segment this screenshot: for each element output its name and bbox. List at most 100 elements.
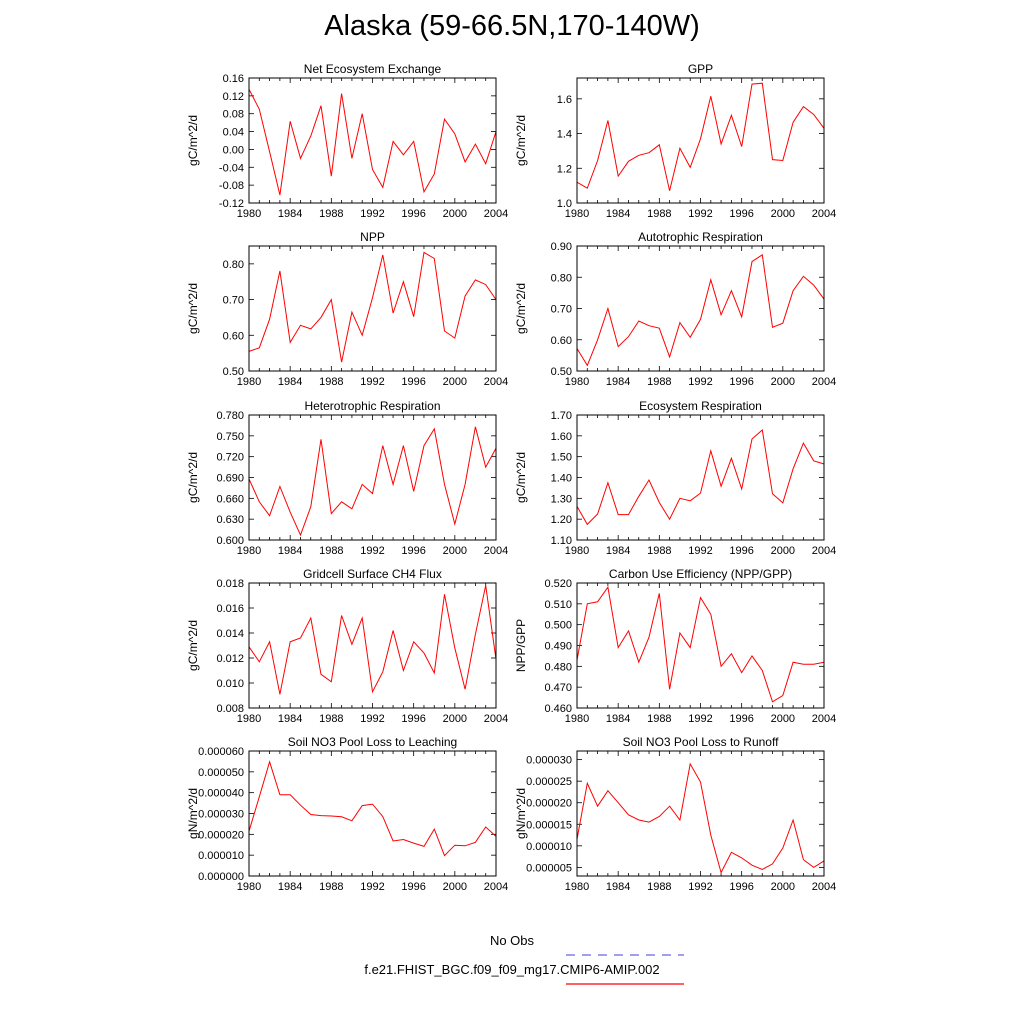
x-tick-label: 1984: [606, 881, 630, 893]
y-tick-label: 0.010: [216, 678, 244, 690]
x-tick-label: 1988: [319, 208, 343, 220]
y-tick-label: 1.0: [557, 198, 572, 210]
y-tick-label: 0.12: [223, 91, 244, 103]
y-tick-label: 0.008: [216, 703, 244, 715]
series-line: [576, 585, 825, 703]
y-tick-label: 1.70: [551, 410, 572, 422]
chart-panel: Soil NO3 Pool Loss to Runoff gN/m^2/d 1980…: [514, 735, 836, 893]
chart-panel: GPP gC/m^2/d 1980 1984 1988 1992 1996 2000 2004 1…: [514, 62, 836, 220]
y-axis-label: NPP/GPP: [514, 619, 528, 672]
x-tick-label: 1992: [360, 208, 384, 220]
x-tick-label: 2004: [812, 208, 836, 220]
x-tick-label: 2004: [484, 713, 508, 725]
y-tick-label: 0.80: [223, 259, 244, 271]
plot-frame: [576, 582, 825, 709]
x-tick-label: 1992: [688, 208, 712, 220]
x-tick-label: 1992: [360, 545, 384, 557]
x-tick-label: 2004: [484, 376, 508, 388]
y-tick-label: 0.80: [551, 272, 572, 284]
x-tick-label: 2004: [484, 208, 508, 220]
y-tick-label: 0.000020: [198, 829, 244, 841]
y-tick-label: 0.000050: [198, 767, 244, 779]
y-axis-label: gC/m^2/d: [514, 452, 528, 503]
series-line: [248, 426, 497, 537]
x-tick-label: 1980: [565, 376, 589, 388]
y-axis-label: gN/m^2/d: [514, 788, 528, 839]
panel-title: Soil NO3 Pool Loss to Leaching: [288, 735, 457, 749]
x-tick-label: 2000: [443, 713, 467, 725]
x-tick-label: 1992: [688, 376, 712, 388]
x-tick-label: 1996: [401, 881, 425, 893]
x-tick-label: 1988: [647, 713, 671, 725]
y-tick-label: 1.50: [551, 452, 572, 464]
y-tick-label: 0.000040: [198, 788, 244, 800]
x-tick-label: 1996: [729, 713, 753, 725]
y-tick-label: 0.660: [216, 493, 244, 505]
x-tick-label: 1992: [688, 881, 712, 893]
x-tick-label: 1992: [360, 376, 384, 388]
x-tick-label: 1980: [565, 713, 589, 725]
x-tick-label: 1988: [319, 881, 343, 893]
y-tick-label: 0.016: [216, 603, 244, 615]
y-tick-label: 0.470: [544, 682, 572, 694]
x-tick-label: 2004: [812, 881, 836, 893]
x-tick-label: 2004: [812, 545, 836, 557]
y-tick-label: 1.20: [551, 514, 572, 526]
chart-panel: Soil NO3 Pool Loss to Leaching gN/m^2/d 19…: [186, 735, 508, 893]
x-tick-label: 1980: [565, 545, 589, 557]
y-tick-label: 0.630: [216, 514, 244, 526]
x-tick-label: 1988: [319, 376, 343, 388]
x-tick-label: 2000: [771, 208, 795, 220]
chart-panel: Net Ecosystem Exchange gC/m^2/d 1980 1984 19…: [186, 62, 508, 220]
x-tick-label: 1992: [688, 545, 712, 557]
y-tick-label: -0.12: [219, 198, 244, 210]
x-tick-label: 1984: [606, 545, 630, 557]
x-tick-label: 1980: [237, 208, 261, 220]
y-tick-label: 0.00: [223, 144, 244, 156]
y-tick-label: 0.70: [223, 295, 244, 307]
x-tick-label: 1992: [360, 713, 384, 725]
y-tick-label: 0.000030: [198, 809, 244, 821]
y-axis-label: gC/m^2/d: [514, 115, 528, 166]
x-tick-label: 2000: [771, 376, 795, 388]
y-tick-label: 0.690: [216, 473, 244, 485]
x-tick-label: 1984: [278, 376, 302, 388]
y-tick-label: 0.012: [216, 653, 244, 665]
plot-frame: [576, 245, 825, 372]
x-tick-label: 1984: [278, 881, 302, 893]
y-tick-label: 0.500: [544, 620, 572, 632]
x-tick-label: 1984: [606, 208, 630, 220]
y-tick-label: 1.6: [557, 94, 572, 106]
y-tick-label: 0.70: [551, 304, 572, 316]
y-tick-label: -0.04: [219, 162, 244, 174]
panel-title: GPP: [688, 62, 713, 76]
x-tick-label: 1996: [729, 376, 753, 388]
plot-frame: [248, 582, 497, 709]
y-axis-label: gC/m^2/d: [186, 283, 200, 334]
legend-model-label: f.e21.FHIST_BGC.f09_f09_mg17.CMIP6-AMIP.…: [364, 962, 660, 977]
y-tick-label: 0.780: [216, 410, 244, 422]
panel-title: Carbon Use Efficiency (NPP/GPP): [609, 567, 792, 581]
y-tick-label: 0.720: [216, 452, 244, 464]
x-tick-label: 1980: [565, 881, 589, 893]
y-axis-label: gC/m^2/d: [186, 115, 200, 166]
y-tick-label: 0.000010: [198, 850, 244, 862]
y-axis-label: gC/m^2/d: [186, 452, 200, 503]
x-tick-label: 2000: [443, 376, 467, 388]
x-tick-label: 1988: [319, 545, 343, 557]
x-tick-label: 1984: [606, 713, 630, 725]
y-tick-label: 1.4: [557, 129, 572, 141]
y-tick-label: 1.60: [551, 431, 572, 443]
x-tick-label: 1988: [647, 545, 671, 557]
chart-panel: Carbon Use Efficiency (NPP/GPP) NPP/GPP 19…: [514, 567, 836, 725]
x-tick-label: 1988: [319, 713, 343, 725]
y-tick-label: 0.000030: [526, 755, 572, 767]
y-tick-label: 0.750: [216, 431, 244, 443]
panel-title: Gridcell Surface CH4 Flux: [303, 567, 442, 581]
panel-title: Net Ecosystem Exchange: [304, 62, 442, 76]
x-tick-label: 2000: [443, 208, 467, 220]
series-line: [248, 251, 497, 363]
x-tick-label: 1980: [237, 713, 261, 725]
y-tick-label: 1.40: [551, 473, 572, 485]
